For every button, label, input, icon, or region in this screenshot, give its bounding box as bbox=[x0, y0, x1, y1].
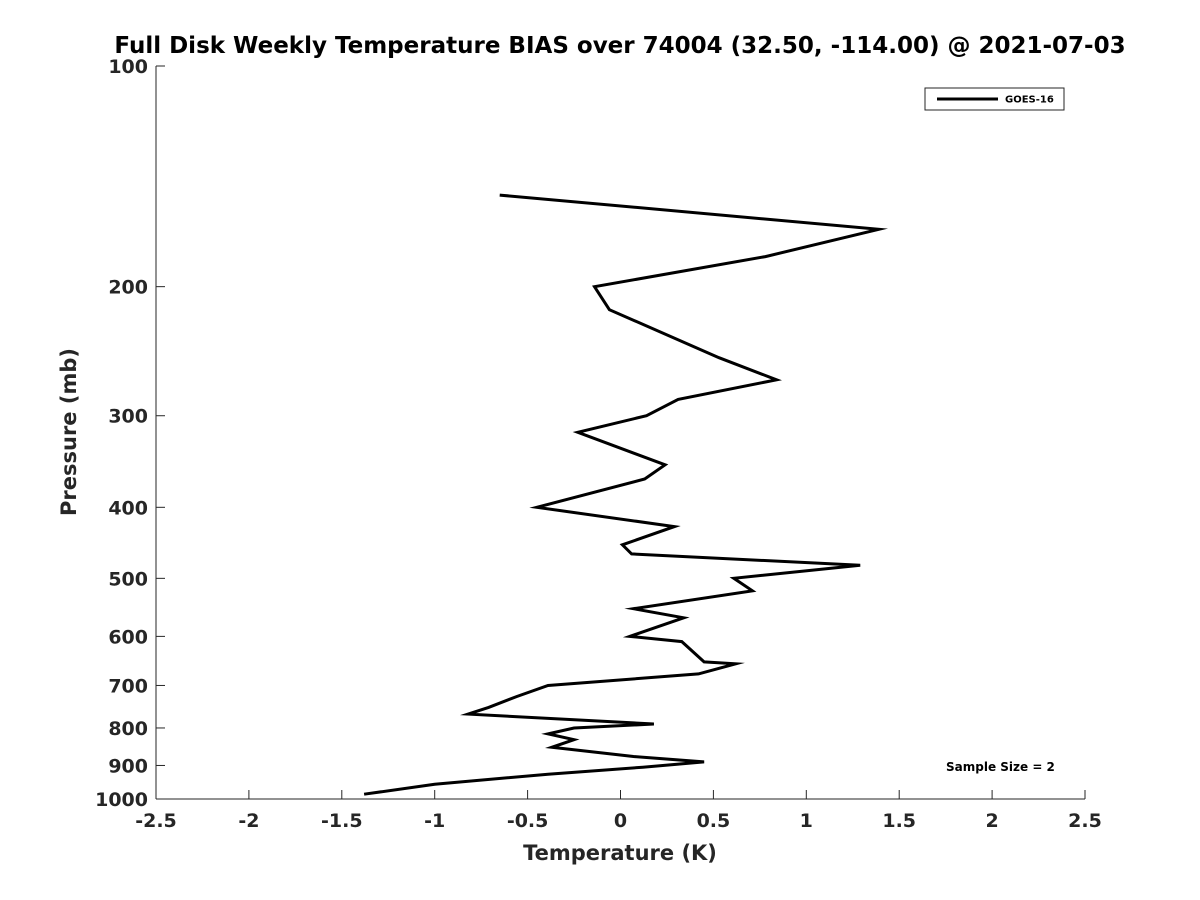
series-layer bbox=[363, 193, 889, 796]
y-tick-label: 700 bbox=[108, 675, 148, 697]
x-tick-label: 1.5 bbox=[882, 810, 916, 832]
chart-title: Full Disk Weekly Temperature BIAS over 7… bbox=[114, 33, 1125, 59]
legend-label-goes-16: GOES-16 bbox=[1005, 95, 1054, 106]
y-axis-label: Pressure (mb) bbox=[57, 348, 81, 516]
x-tick-label: -0.5 bbox=[507, 810, 549, 832]
plot-area bbox=[156, 66, 1085, 799]
x-tick-label: -2 bbox=[238, 810, 259, 832]
y-tick-label: 600 bbox=[108, 626, 148, 648]
y-tick-label: 900 bbox=[108, 755, 148, 777]
y-tick-label: 500 bbox=[108, 568, 148, 590]
x-tick-label: -2.5 bbox=[135, 810, 177, 832]
y-tick-label: 100 bbox=[108, 56, 148, 78]
x-axis-label: Temperature (K) bbox=[523, 841, 717, 865]
series-line-goes-16 bbox=[363, 193, 889, 796]
y-tick-label: 1000 bbox=[95, 789, 148, 811]
x-tick-label: -1 bbox=[424, 810, 445, 832]
x-tick-label: -1.5 bbox=[321, 810, 363, 832]
y-tick-label: 300 bbox=[108, 406, 148, 428]
legend: GOES-16 bbox=[924, 87, 1065, 111]
x-tick-label: 0.5 bbox=[697, 810, 731, 832]
x-axis-ticks: -2.5 -2 -1.5 -1 -0.5 0 0.5 1 1.5 2 2.5 bbox=[135, 790, 1102, 832]
y-tick-label: 200 bbox=[108, 277, 148, 299]
sample-size-annotation: Sample Size = 2 bbox=[946, 760, 1055, 774]
x-tick-label: 2 bbox=[985, 810, 998, 832]
x-tick-label: 1 bbox=[800, 810, 813, 832]
y-axis-ticks: 100 200 300 400 500 600 700 800 900 1000 bbox=[95, 56, 165, 811]
y-tick-label: 800 bbox=[108, 718, 148, 740]
x-tick-label: 2.5 bbox=[1068, 810, 1102, 832]
y-tick-label: 400 bbox=[108, 497, 148, 519]
x-tick-label: 0 bbox=[614, 810, 627, 832]
